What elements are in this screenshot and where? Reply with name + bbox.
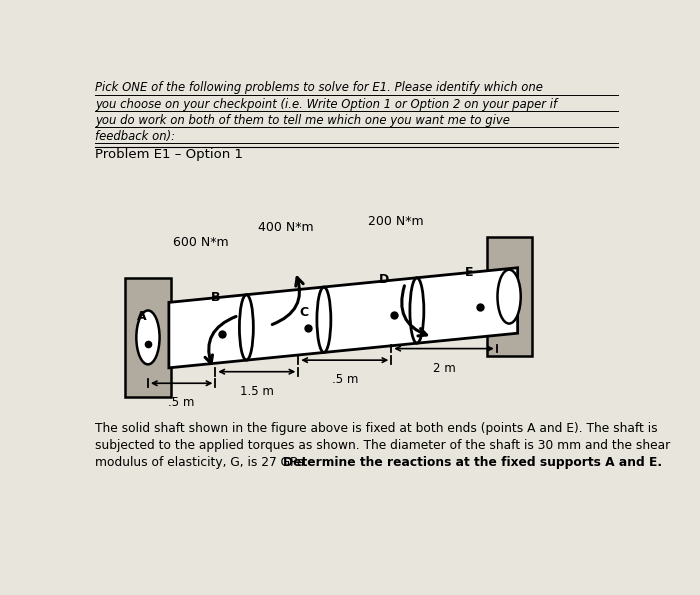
Text: The solid shaft shown in the figure above is fixed at both ends (points A and E): The solid shaft shown in the figure abov… bbox=[95, 422, 658, 435]
Text: Problem E1 – Option 1: Problem E1 – Option 1 bbox=[95, 148, 244, 161]
Bar bbox=[125, 278, 172, 397]
Text: feedback on):: feedback on): bbox=[95, 130, 175, 143]
Ellipse shape bbox=[136, 311, 160, 364]
Text: E: E bbox=[465, 266, 473, 278]
Text: Pick ONE of the following problems to solve for E1. Please identify which one: Pick ONE of the following problems to so… bbox=[95, 82, 543, 95]
Text: A: A bbox=[137, 311, 147, 324]
Text: D: D bbox=[379, 273, 389, 286]
Text: B: B bbox=[211, 291, 220, 304]
Text: C: C bbox=[299, 306, 308, 320]
Text: 600 N*m: 600 N*m bbox=[173, 236, 228, 249]
Bar bbox=[486, 237, 531, 356]
Ellipse shape bbox=[498, 270, 521, 324]
Text: 1.5 m: 1.5 m bbox=[240, 385, 274, 398]
Text: .5 m: .5 m bbox=[332, 373, 358, 386]
Polygon shape bbox=[169, 268, 517, 368]
Text: modulus of elasticity, G, is 27 GPa.: modulus of elasticity, G, is 27 GPa. bbox=[95, 456, 312, 469]
Text: you choose on your checkpoint (i.e. Write Option 1 or Option 2 on your paper if: you choose on your checkpoint (i.e. Writ… bbox=[95, 98, 557, 111]
Text: 400 N*m: 400 N*m bbox=[258, 221, 314, 234]
Text: subjected to the applied torques as shown. The diameter of the shaft is 30 mm an: subjected to the applied torques as show… bbox=[95, 439, 671, 452]
Text: .5 m: .5 m bbox=[169, 396, 195, 409]
Text: Determine the reactions at the fixed supports A and E.: Determine the reactions at the fixed sup… bbox=[283, 456, 662, 469]
Text: 2 m: 2 m bbox=[433, 362, 456, 375]
Text: you do work on both of them to tell me which one you want me to give: you do work on both of them to tell me w… bbox=[95, 114, 510, 127]
Text: 200 N*m: 200 N*m bbox=[368, 215, 423, 228]
